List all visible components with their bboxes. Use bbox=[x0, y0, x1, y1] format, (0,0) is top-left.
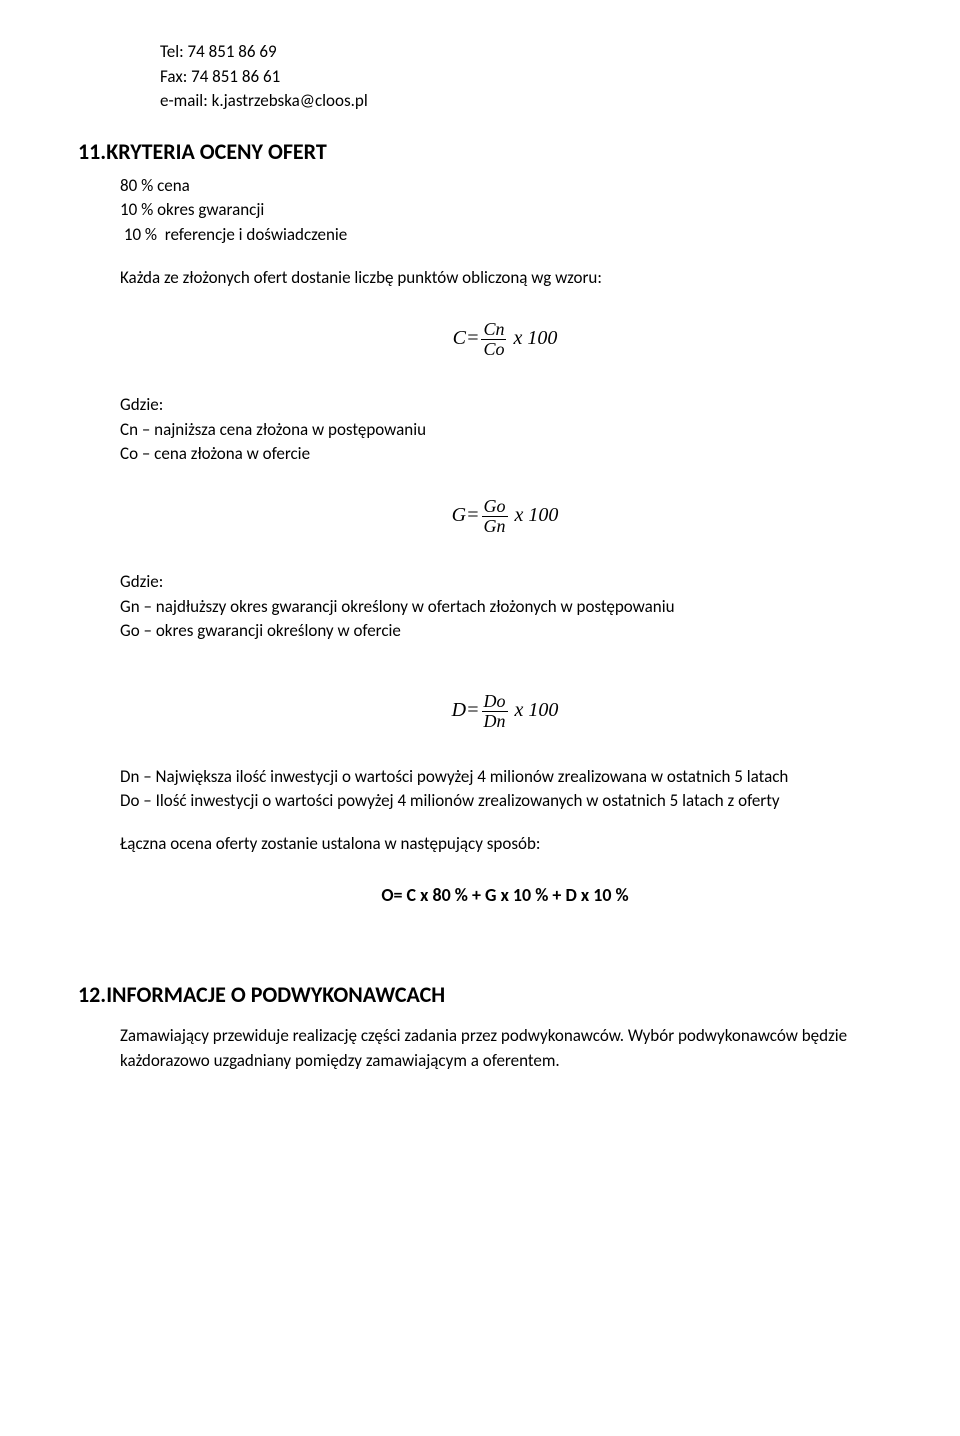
formula-c: C= Cn Co x 100 bbox=[120, 320, 890, 359]
formula-d-fraction: Do Dn bbox=[482, 692, 508, 731]
summary-line: Łączna ocena oferty zostanie ustalona w … bbox=[120, 832, 890, 857]
section-11-number: 11. bbox=[78, 138, 106, 165]
formula-d: D= Do Dn x 100 bbox=[120, 692, 890, 731]
formula-c-num: Cn bbox=[481, 320, 506, 340]
criteria-line-2: 10 % okres gwarancji bbox=[120, 198, 890, 223]
section-12-paragraph: Zamawiający przewiduje realizację części… bbox=[120, 1024, 890, 1073]
gdzie1-line2: Co – cena złożona w ofercie bbox=[120, 442, 890, 467]
email-value: k.jastrzebska@cloos.pl bbox=[212, 90, 368, 111]
formula-c-lhs: C= bbox=[453, 327, 480, 349]
criteria-line-1: 80 % cena bbox=[120, 174, 890, 199]
formula-c-fraction: Cn Co bbox=[481, 320, 506, 359]
section-11-heading: 11.KRYTERIA OCENY OFERT bbox=[78, 136, 890, 168]
criteria-line-3: 10 % referencje i doświadczenie bbox=[120, 223, 890, 248]
intro-paragraph: Każda ze złożonych ofert dostanie liczbę… bbox=[120, 266, 890, 291]
document-page: Tel: 74 851 86 69 Fax: 74 851 86 61 e-ma… bbox=[0, 0, 960, 1436]
formula-g-lhs: G= bbox=[452, 504, 480, 526]
formula-g-fraction: Go Gn bbox=[482, 497, 508, 536]
gdzie2-line1: Gn – najdłuższy okres gwarancji określon… bbox=[120, 595, 890, 620]
gdzie-block-2: Gdzie: Gn – najdłuższy okres gwarancji o… bbox=[120, 570, 890, 644]
gdzie2-line2: Go – okres gwarancji określony w ofercie bbox=[120, 619, 890, 644]
tel-value: 74 851 86 69 bbox=[188, 41, 277, 62]
section-11-title: KRYTERIA OCENY OFERT bbox=[106, 138, 327, 165]
fax-value: 74 851 86 61 bbox=[191, 66, 280, 87]
formula-g-den: Gn bbox=[482, 517, 508, 536]
formula-d-rhs: x 100 bbox=[510, 699, 559, 721]
email-label: e-mail: bbox=[160, 90, 208, 111]
formula-c-rhs: x 100 bbox=[508, 327, 557, 349]
gdzie1-line1: Cn – najniższa cena złożona w postępowan… bbox=[120, 418, 890, 443]
tel-label: Tel: bbox=[160, 41, 184, 62]
formula-d-den: Dn bbox=[482, 712, 508, 731]
fax-line: Fax: 74 851 86 61 bbox=[160, 65, 890, 90]
section-12-title: INFORMACJE O PODWYKONAWCACH bbox=[106, 981, 445, 1008]
fax-label: Fax: bbox=[160, 66, 187, 87]
dn-line: Dn – Największa ilość inwestycji o warto… bbox=[120, 765, 890, 790]
gdzie1-label: Gdzie: bbox=[120, 393, 890, 418]
formula-c-den: Co bbox=[481, 340, 506, 359]
formula-g-rhs: x 100 bbox=[510, 504, 559, 526]
criteria-block: 80 % cena 10 % okres gwarancji 10 % refe… bbox=[120, 174, 890, 248]
formula-g-num: Go bbox=[482, 497, 508, 517]
tel-line: Tel: 74 851 86 69 bbox=[160, 40, 890, 65]
do-line: Do – Ilość inwestycji o wartości powyżej… bbox=[120, 789, 890, 814]
section-12-heading: 12.INFORMACJE O PODWYKONAWCACH bbox=[78, 979, 890, 1011]
email-line: e-mail: k.jastrzebska@cloos.pl bbox=[160, 89, 890, 114]
formula-d-lhs: D= bbox=[452, 699, 480, 721]
contact-block: Tel: 74 851 86 69 Fax: 74 851 86 61 e-ma… bbox=[160, 40, 890, 114]
formula-g: G= Go Gn x 100 bbox=[120, 497, 890, 536]
gdzie-block-1: Gdzie: Cn – najniższa cena złożona w pos… bbox=[120, 393, 890, 467]
formula-d-num: Do bbox=[482, 692, 508, 712]
gdzie2-label: Gdzie: bbox=[120, 570, 890, 595]
section-12-number: 12. bbox=[78, 981, 106, 1008]
result-formula: O= C x 80 % + G x 10 % + D x 10 % bbox=[120, 882, 890, 908]
